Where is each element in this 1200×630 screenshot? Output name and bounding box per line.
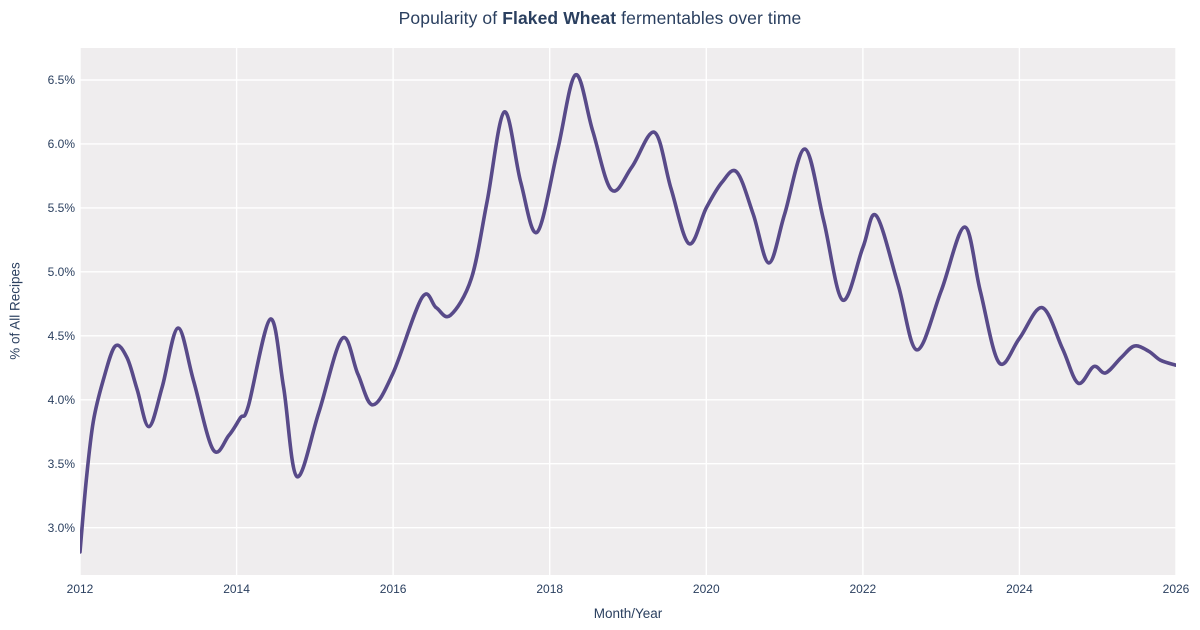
y-tick-label: 3.0% [47, 520, 75, 535]
chart-title-prefix: Popularity of [398, 8, 503, 28]
x-tick-label: 2022 [849, 582, 877, 596]
y-tick-label: 4.5% [47, 328, 75, 343]
chart-canvas [80, 48, 1176, 575]
y-tick-label: 6.5% [47, 72, 75, 87]
x-axis-label: Month/Year [593, 606, 663, 621]
y-tick-label: 5.0% [47, 264, 75, 279]
x-tick-label: 2024 [1006, 582, 1033, 596]
x-tick-label: 2016 [379, 582, 407, 596]
chart-title: Popularity of Flaked Wheat fermentables … [0, 8, 1200, 29]
y-tick-label: 6.0% [47, 136, 75, 151]
chart-line [80, 73, 1176, 554]
x-tick-label: 2012 [66, 582, 94, 596]
y-tick-label: 3.5% [47, 456, 75, 471]
y-tick-label: 5.5% [47, 200, 75, 215]
x-tick-label: 2026 [1162, 582, 1190, 596]
chart-title-suffix: fermentables over time [616, 8, 802, 28]
plot-area [80, 48, 1176, 575]
x-tick-label: 2014 [223, 582, 250, 596]
x-tick-label: 2020 [692, 582, 720, 596]
x-tick-label: 2018 [536, 582, 564, 596]
chart-title-highlight: Flaked Wheat [502, 8, 617, 28]
y-tick-label: 4.0% [47, 392, 75, 407]
